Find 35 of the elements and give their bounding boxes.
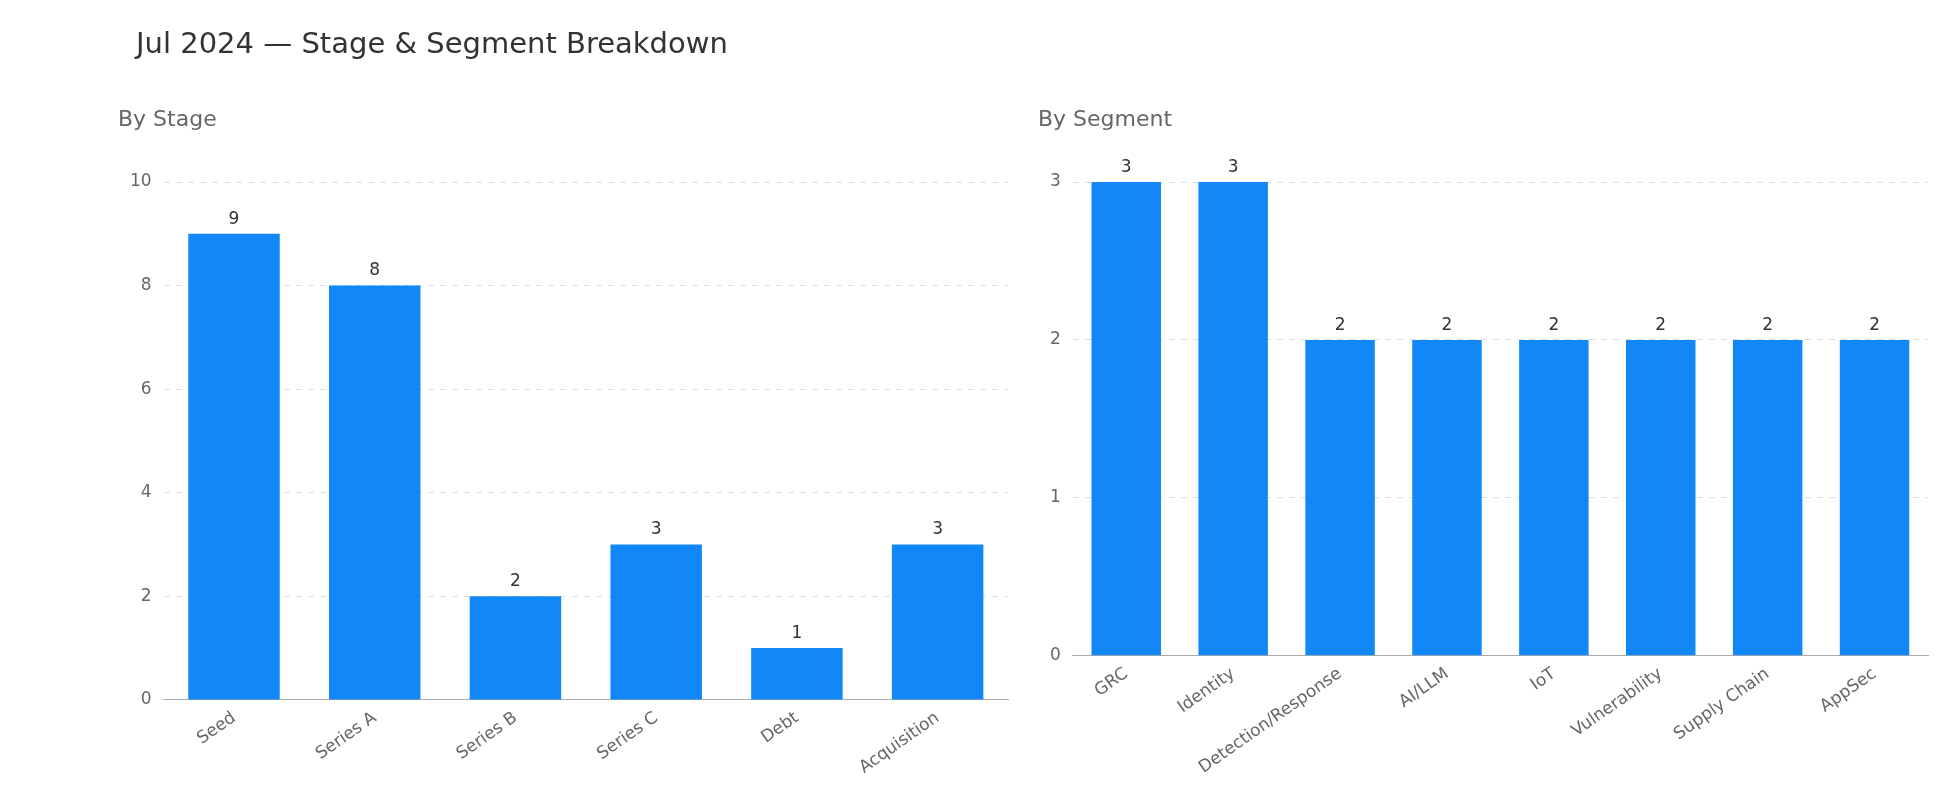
bar (751, 648, 843, 700)
data-label: 2 (1334, 313, 1346, 334)
data-label: 3 (1120, 155, 1132, 176)
y-tick-label: 10 (129, 170, 152, 191)
y-tick-label: 0 (140, 688, 152, 709)
x-tick-label: GRC (1090, 662, 1132, 700)
data-label: 2 (1655, 313, 1667, 334)
bar (610, 544, 702, 700)
data-label: 2 (510, 570, 521, 591)
data-label: 8 (369, 259, 381, 280)
chart-title: Jul 2024 — Stage & Segment Breakdown (136, 26, 728, 60)
chart-subtitle: By Segment (1038, 106, 1174, 133)
y-tick-label: 2 (1049, 328, 1061, 349)
data-label: 2 (1548, 313, 1560, 334)
data-label: 9 (228, 207, 240, 228)
y-tick-label: 2 (140, 584, 152, 605)
data-label: 2 (1869, 313, 1880, 334)
y-tick-label: 1 (1049, 486, 1061, 507)
bar (188, 233, 280, 700)
y-tick-label: 8 (140, 274, 152, 294)
chart-subtitle: By Stage (118, 106, 218, 133)
y-tick-label: 0 (1049, 644, 1061, 665)
data-label: 3 (932, 518, 944, 539)
y-tick-label: 4 (140, 481, 152, 502)
bar (469, 596, 562, 700)
bar (328, 285, 421, 700)
y-tick-label: 6 (140, 377, 152, 398)
data-label: 3 (650, 518, 662, 539)
y-tick-label: 3 (1049, 170, 1061, 191)
data-label: 2 (1762, 313, 1774, 334)
data-label: 2 (1441, 313, 1453, 334)
x-tick-label: IoT (1526, 662, 1560, 694)
bar (891, 544, 984, 700)
data-label: 3 (1227, 155, 1239, 176)
data-label: 1 (791, 622, 803, 643)
